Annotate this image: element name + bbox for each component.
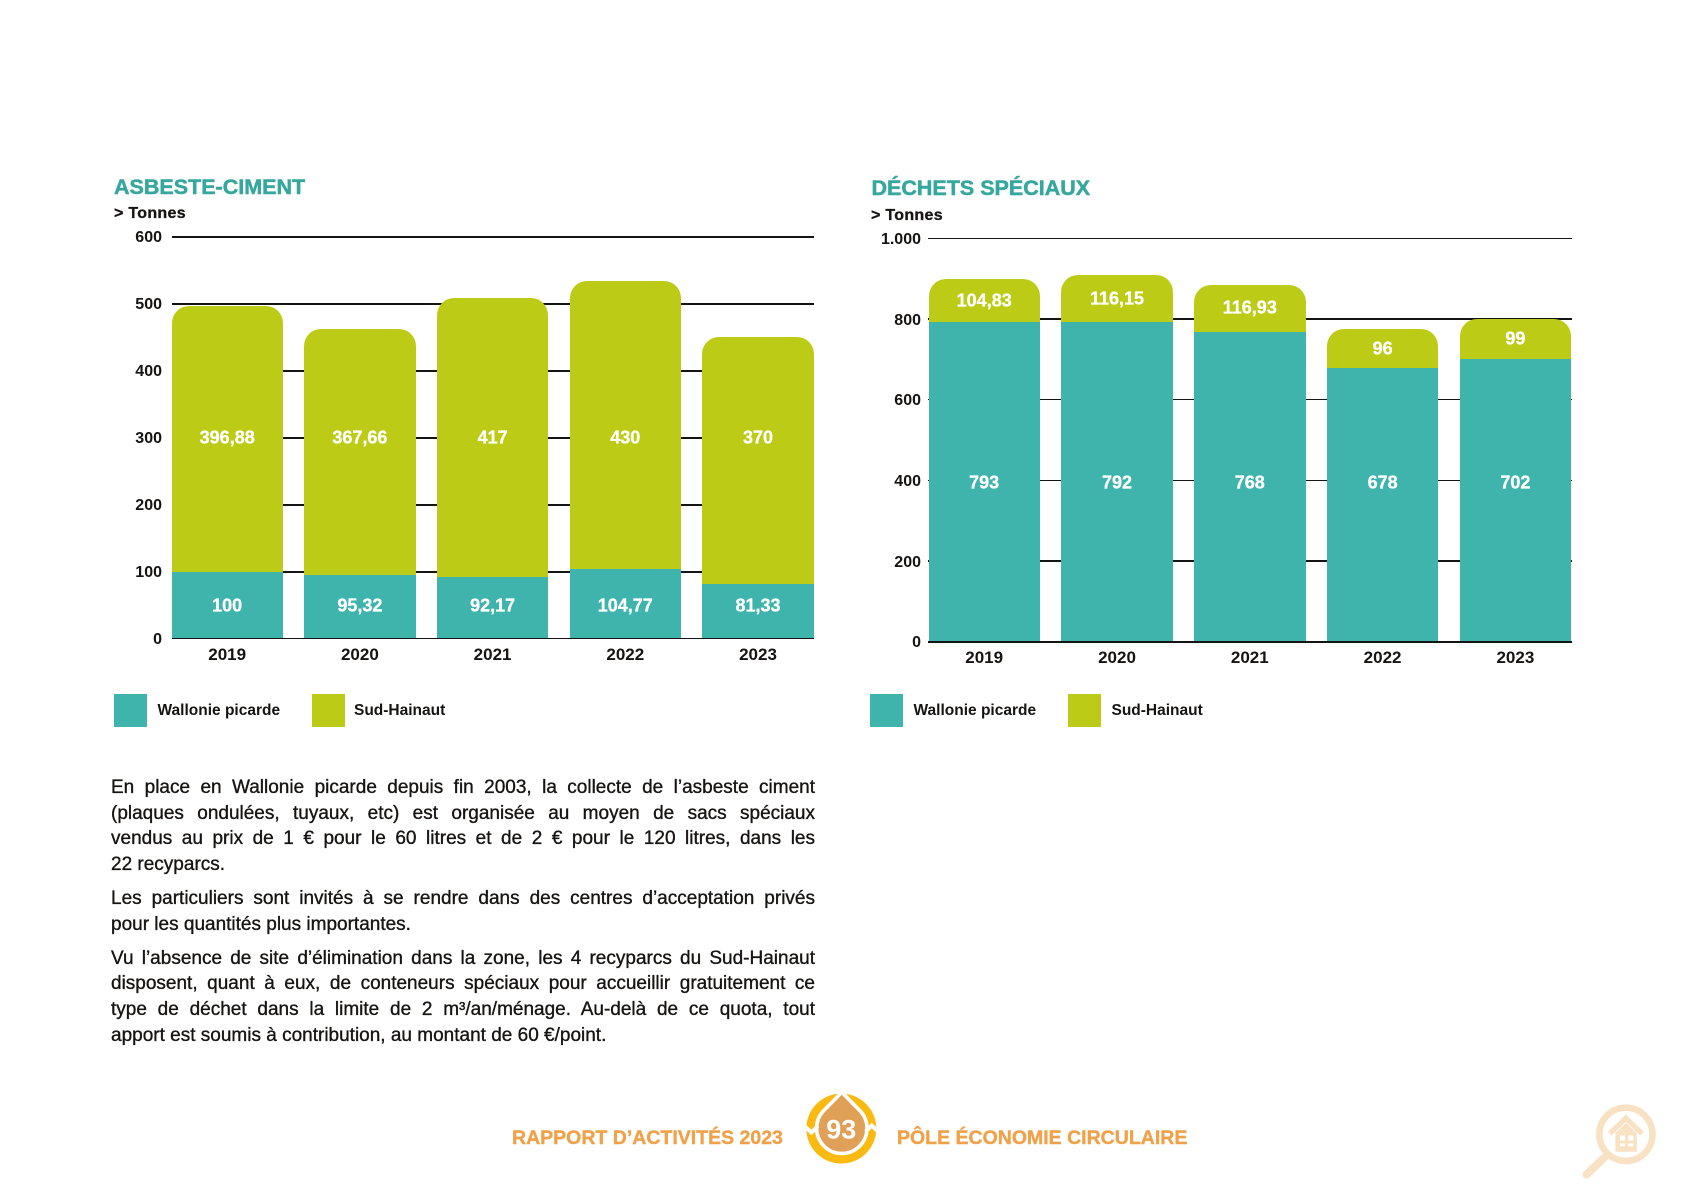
svg-text:93: 93 <box>826 1115 856 1145</box>
